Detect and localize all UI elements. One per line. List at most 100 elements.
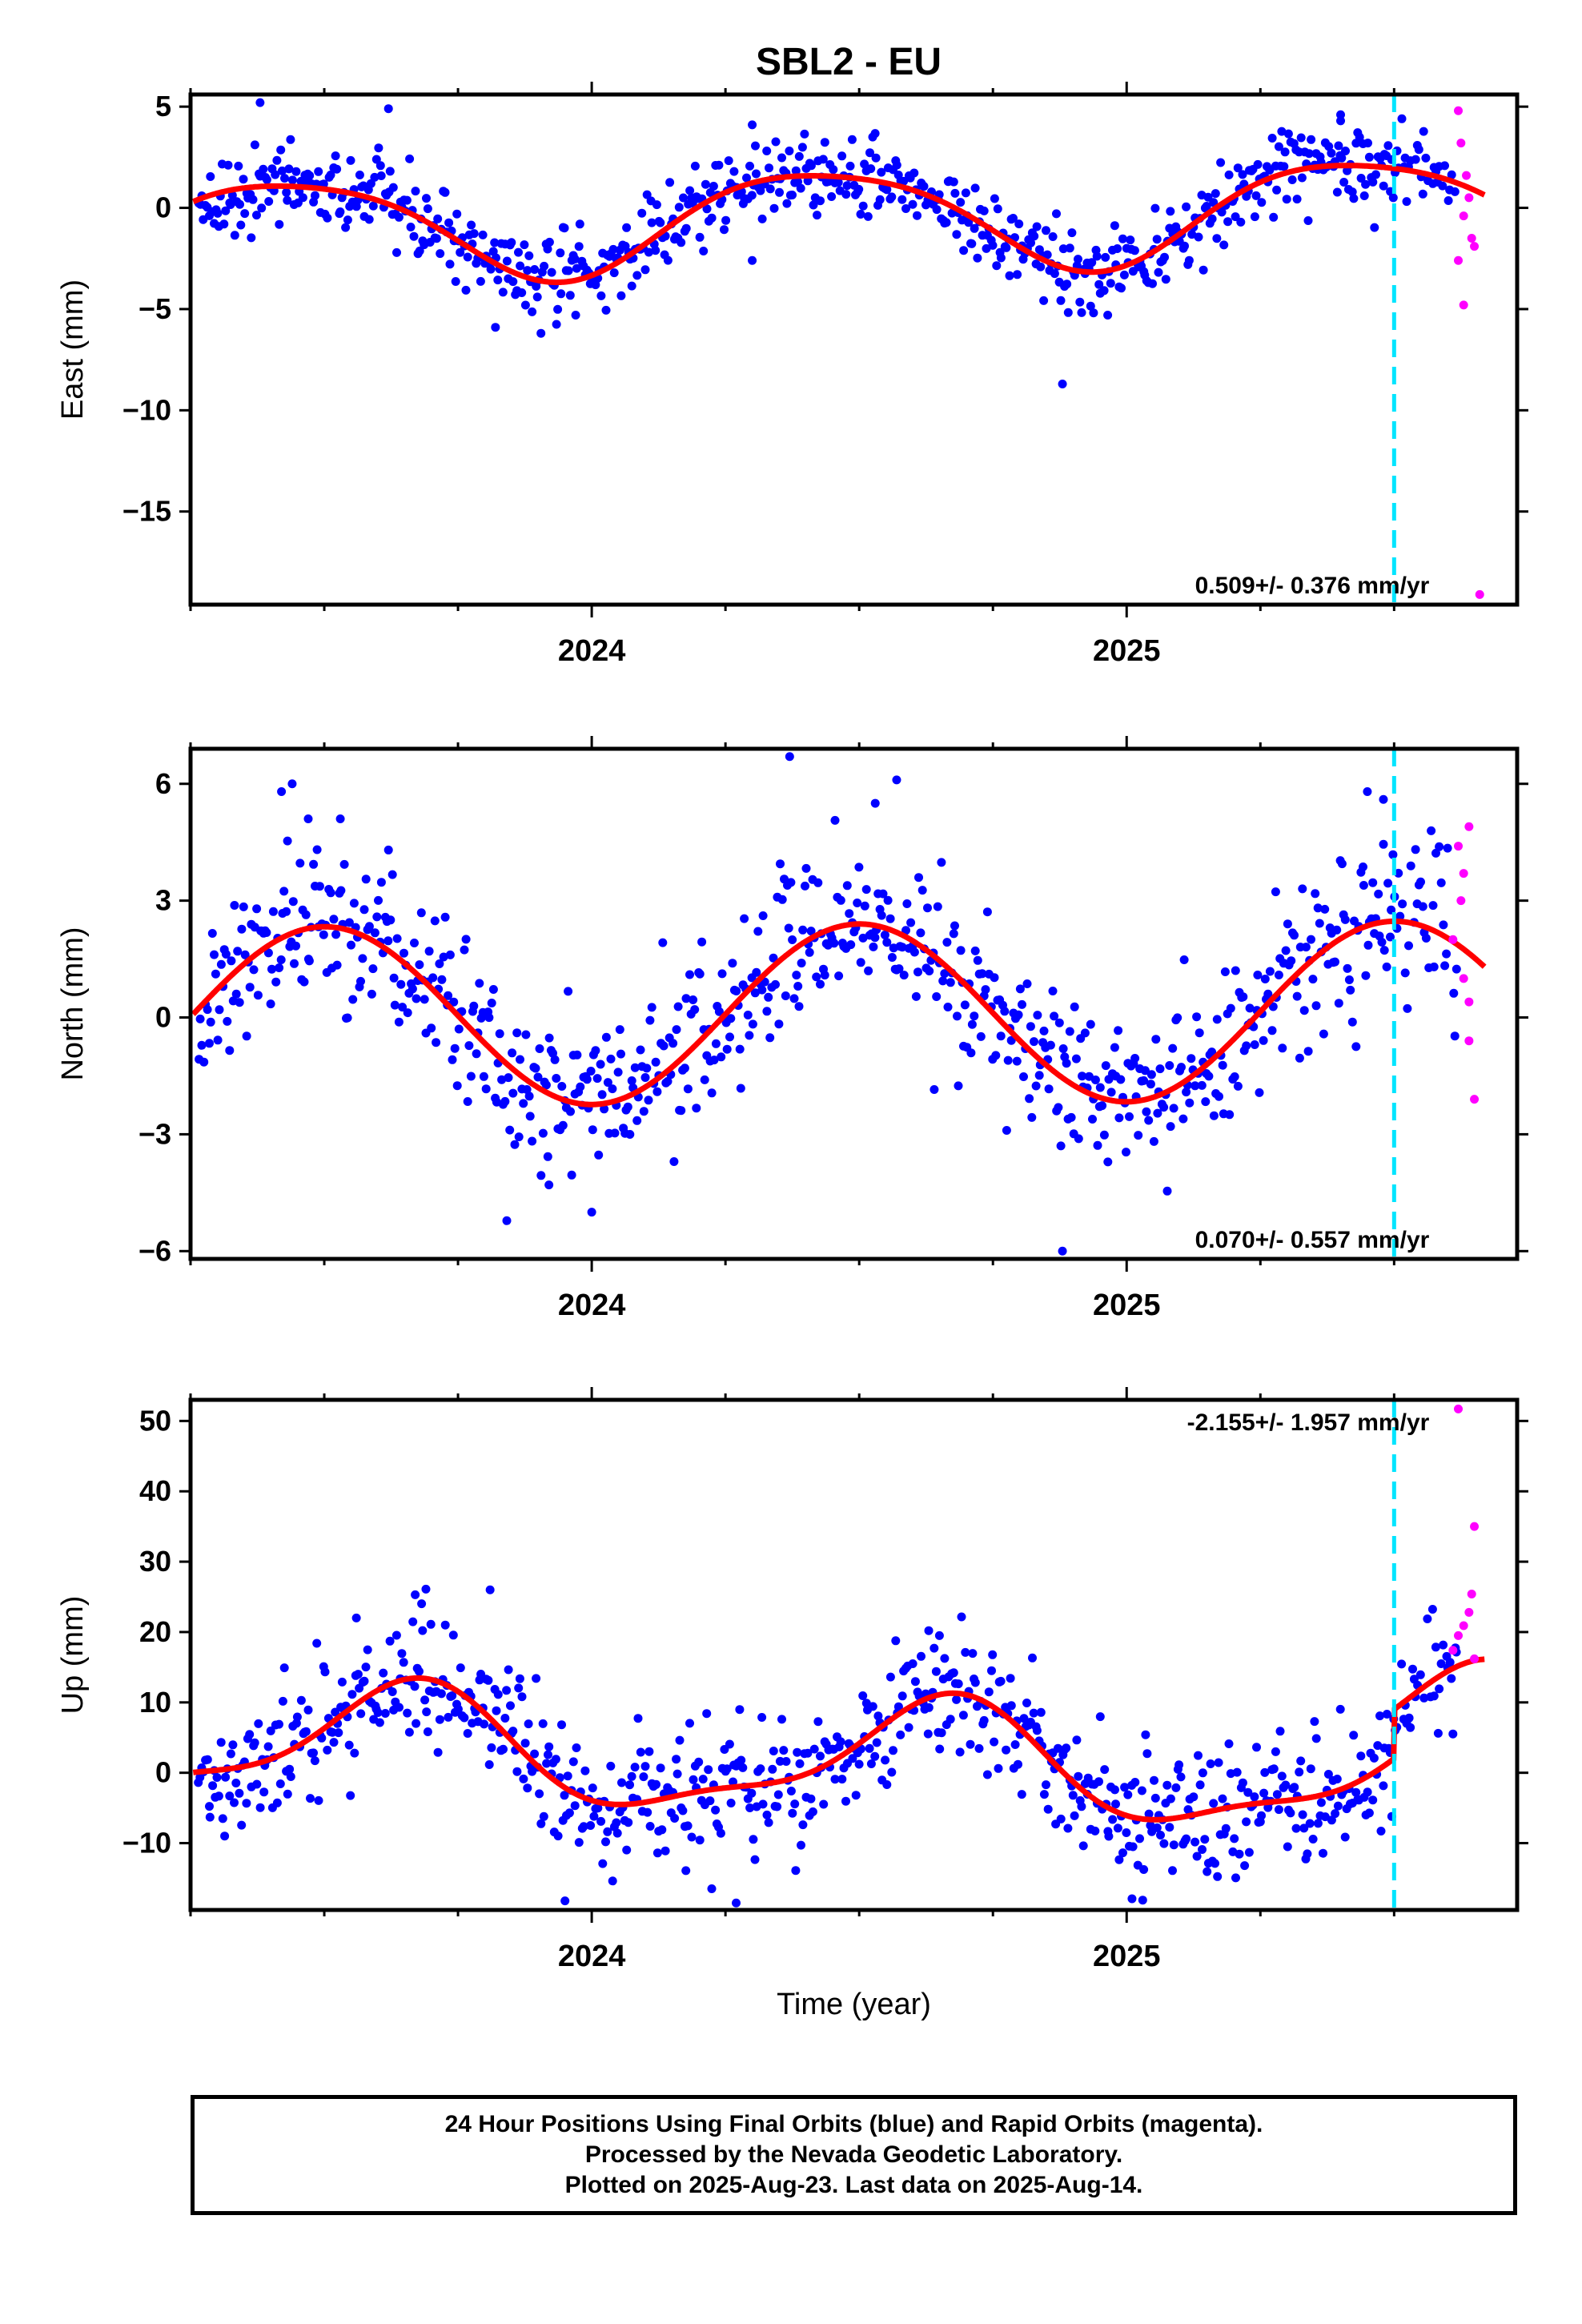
final-point — [306, 1794, 315, 1803]
rapid-point — [1459, 1621, 1468, 1630]
final-point — [914, 873, 923, 883]
final-point — [1103, 311, 1113, 320]
final-point — [1379, 181, 1388, 191]
final-point — [966, 1739, 975, 1749]
final-point — [644, 1096, 653, 1105]
final-point — [1274, 1805, 1283, 1815]
final-point — [1022, 1699, 1031, 1707]
rapid-point — [1454, 106, 1464, 115]
final-point — [560, 1791, 569, 1800]
final-point — [263, 1742, 273, 1751]
final-point — [685, 1719, 694, 1728]
rapid-point — [1456, 139, 1466, 148]
final-point — [1173, 1013, 1182, 1023]
final-point — [1438, 181, 1447, 191]
final-point — [1316, 1798, 1326, 1807]
final-point — [942, 218, 951, 227]
final-point — [925, 967, 934, 975]
final-point — [1146, 1080, 1155, 1089]
final-point — [1017, 1790, 1026, 1799]
final-point — [1144, 1809, 1154, 1819]
final-point — [1030, 231, 1039, 241]
final-point — [528, 1136, 537, 1146]
final-point — [519, 1099, 528, 1108]
final-point — [1054, 1103, 1063, 1112]
final-point — [675, 1735, 685, 1745]
final-point — [901, 204, 910, 213]
final-point — [954, 1081, 963, 1091]
final-point — [609, 268, 619, 278]
final-point — [943, 1003, 953, 1011]
final-point — [1054, 1743, 1062, 1753]
final-point — [582, 1075, 592, 1084]
final-point — [314, 167, 323, 176]
final-point — [891, 1636, 901, 1646]
final-point — [394, 1017, 404, 1027]
final-point — [938, 976, 948, 986]
figure-title: SBL2 - EU — [756, 41, 942, 83]
final-point — [800, 129, 809, 139]
final-point — [1259, 1788, 1269, 1798]
final-point — [364, 215, 374, 224]
final-point — [1137, 1786, 1146, 1795]
final-point — [456, 1663, 465, 1673]
final-point — [663, 1076, 673, 1086]
rapid-point — [1456, 896, 1466, 906]
final-point — [906, 918, 916, 927]
final-point — [309, 1748, 318, 1758]
final-point — [283, 1789, 292, 1799]
final-point — [1418, 189, 1427, 199]
final-point — [263, 948, 273, 958]
y-tick-label: −6 — [139, 1234, 171, 1267]
final-point — [374, 895, 383, 905]
final-point — [1139, 1865, 1149, 1874]
final-point — [707, 1088, 717, 1098]
final-point — [435, 959, 444, 968]
final-point — [367, 989, 376, 999]
final-point — [406, 223, 416, 231]
final-point — [966, 1048, 976, 1058]
final-point — [956, 946, 966, 955]
final-point — [1272, 185, 1282, 195]
final-point — [1032, 1726, 1042, 1735]
final-point — [1209, 1111, 1219, 1120]
final-point — [1269, 1764, 1279, 1774]
final-point — [1125, 1112, 1134, 1121]
final-point — [488, 985, 498, 994]
final-point — [1376, 1827, 1386, 1835]
final-point — [674, 203, 684, 212]
panel-frame — [188, 92, 1520, 607]
final-point — [412, 1719, 421, 1728]
final-point — [547, 267, 556, 277]
final-point — [1027, 1112, 1037, 1122]
final-point — [374, 143, 383, 153]
final-point — [1304, 149, 1314, 159]
final-point — [882, 938, 892, 947]
final-point — [988, 1650, 998, 1659]
final-point — [685, 970, 694, 979]
final-point — [298, 193, 307, 203]
final-point — [493, 1690, 503, 1699]
final-point — [417, 1599, 427, 1609]
final-point — [1240, 1861, 1250, 1871]
final-point — [1243, 1787, 1253, 1797]
final-point — [1406, 861, 1415, 870]
final-point — [1449, 988, 1459, 998]
final-point — [433, 214, 443, 223]
final-point-outlier — [411, 1590, 420, 1599]
final-point — [854, 862, 864, 872]
final-point — [777, 895, 787, 904]
final-point — [346, 155, 355, 165]
final-point — [1063, 1823, 1073, 1833]
final-point — [794, 1002, 804, 1011]
final-point — [786, 878, 796, 887]
final-point — [317, 1733, 327, 1743]
final-point — [336, 886, 346, 895]
final-point — [1252, 1743, 1261, 1752]
final-point — [532, 292, 542, 302]
final-point-outlier — [1379, 794, 1388, 804]
final-point — [1140, 1066, 1150, 1076]
final-point — [858, 933, 868, 943]
final-point — [1075, 297, 1085, 307]
final-point — [1150, 1793, 1160, 1803]
